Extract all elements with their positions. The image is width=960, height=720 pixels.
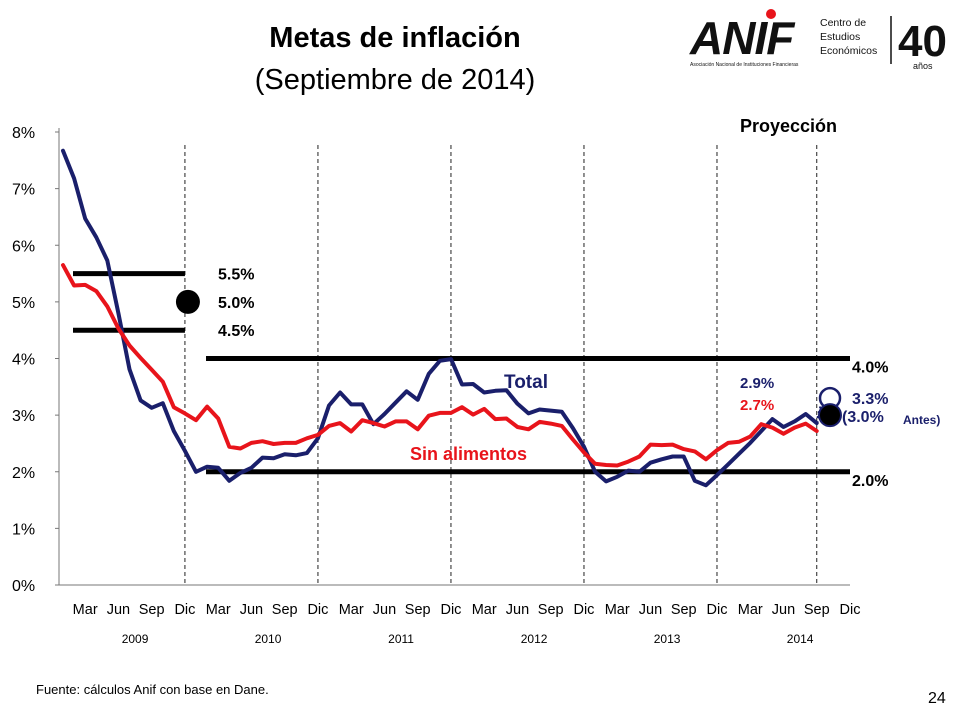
x-tick-label: Mar	[339, 602, 364, 618]
year-label: 2013	[654, 632, 681, 646]
x-tick-label: Jun	[639, 602, 662, 618]
year-label: 2012	[521, 632, 548, 646]
series-label-total: Total	[504, 372, 548, 393]
inflation-chart: 0% 1% 2% 3% 4% 5% 6% 7% 8% Mar Jun Sep Dic Mar Jun Sep D…	[12, 116, 940, 646]
chart-subtitle: (Septiembre de 2014)	[254, 64, 536, 96]
anif-logo-line2: Estudios	[820, 31, 860, 43]
year-label: 2009	[122, 632, 149, 646]
x-tick-label: Dic	[707, 602, 728, 618]
anif-logo-wordmark: ANIF	[689, 12, 796, 64]
x-tick-label: Dic	[307, 602, 328, 618]
year-label: 2010	[255, 632, 282, 646]
x-tick-label: Sep	[804, 602, 830, 618]
last-value-sin-alimentos: 2.7%	[740, 397, 774, 414]
x-tick-label: Jun	[373, 602, 396, 618]
last-value-total: 2.9%	[740, 375, 774, 392]
target-label: 5.0%	[218, 295, 254, 312]
target-label: 4.5%	[218, 323, 254, 340]
x-tick-label: Jun	[506, 602, 529, 618]
anif-logo-dot	[766, 9, 776, 19]
anif-logo-anniversary: 40	[898, 17, 947, 66]
anif-logo: ANIF Asociación Nacional de Institucione…	[689, 9, 947, 71]
target-label: 5.5%	[218, 267, 254, 284]
y-tick-label: 6%	[12, 238, 35, 255]
x-tick-label: Mar	[73, 602, 98, 618]
series-layer	[61, 148, 819, 488]
series-label-sin-alimentos: Sin alimentos	[410, 444, 527, 464]
x-tick-label: Dic	[440, 602, 461, 618]
projection-old-note: Antes)	[903, 413, 940, 427]
target-label: 2.0%	[852, 473, 888, 490]
projection-old-marker	[818, 403, 842, 428]
x-tick-label: Sep	[139, 602, 165, 618]
y-tick-label: 7%	[12, 182, 35, 199]
x-tick-label: Sep	[671, 602, 697, 618]
year-label: 2014	[787, 632, 814, 646]
projection-new-label: 3.3%	[852, 391, 888, 408]
x-tick-label: Mar	[472, 602, 497, 618]
x-tick-label: Dic	[840, 602, 861, 618]
y-tick-label: 4%	[12, 352, 35, 369]
chart-title: Metas de inflación	[269, 22, 521, 54]
x-tick-label: Mar	[738, 602, 763, 618]
year-dividers	[184, 145, 818, 585]
x-tick-label: Mar	[206, 602, 231, 618]
target-label: 4.0%	[852, 360, 888, 377]
x-tick-label: Dic	[573, 602, 594, 618]
y-tick-label: 1%	[12, 521, 35, 538]
y-tick-label: 8%	[12, 125, 35, 142]
x-tick-label: Sep	[272, 602, 298, 618]
x-tick-label: Jun	[240, 602, 263, 618]
x-tick-label: Jun	[107, 602, 130, 618]
series-line-sin-alimentos	[61, 263, 819, 468]
series-line-total	[61, 148, 819, 488]
y-tick-label: 0%	[12, 578, 35, 595]
y-tick-label: 2%	[12, 465, 35, 482]
target-point	[175, 289, 200, 314]
projection-old-label: (3.0%	[842, 409, 884, 426]
source-note: Fuente: cálculos Anif con base en Dane.	[36, 682, 269, 697]
axis-layer: 0% 1% 2% 3% 4% 5% 6% 7% 8% Mar Jun Sep Dic Mar Jun Sep D…	[12, 125, 860, 646]
anif-logo-line1: Centro de	[820, 17, 866, 29]
x-tick-label: Sep	[405, 602, 431, 618]
page-number: 24	[928, 690, 946, 707]
x-tick-label: Sep	[538, 602, 564, 618]
x-tick-label: Dic	[174, 602, 195, 618]
projection-label: Proyección	[740, 116, 837, 136]
target-bands: 5.5% 5.0% 4.5% 4.0% 2.0%	[73, 267, 888, 490]
anif-logo-anniversary-sub: años	[913, 61, 933, 71]
annotations: Total Sin alimentos Proyección 2.9% 2.7% 3.3%…	[410, 116, 940, 464]
x-tick-label: Mar	[605, 602, 630, 618]
y-tick-label: 5%	[12, 295, 35, 312]
anif-logo-line3: Económicos	[820, 45, 877, 57]
anif-logo-tagline: Asociación Nacional de Instituciones Fin…	[690, 62, 799, 68]
y-tick-label: 3%	[12, 408, 35, 425]
year-label: 2011	[388, 632, 414, 646]
x-tick-label: Jun	[772, 602, 795, 618]
